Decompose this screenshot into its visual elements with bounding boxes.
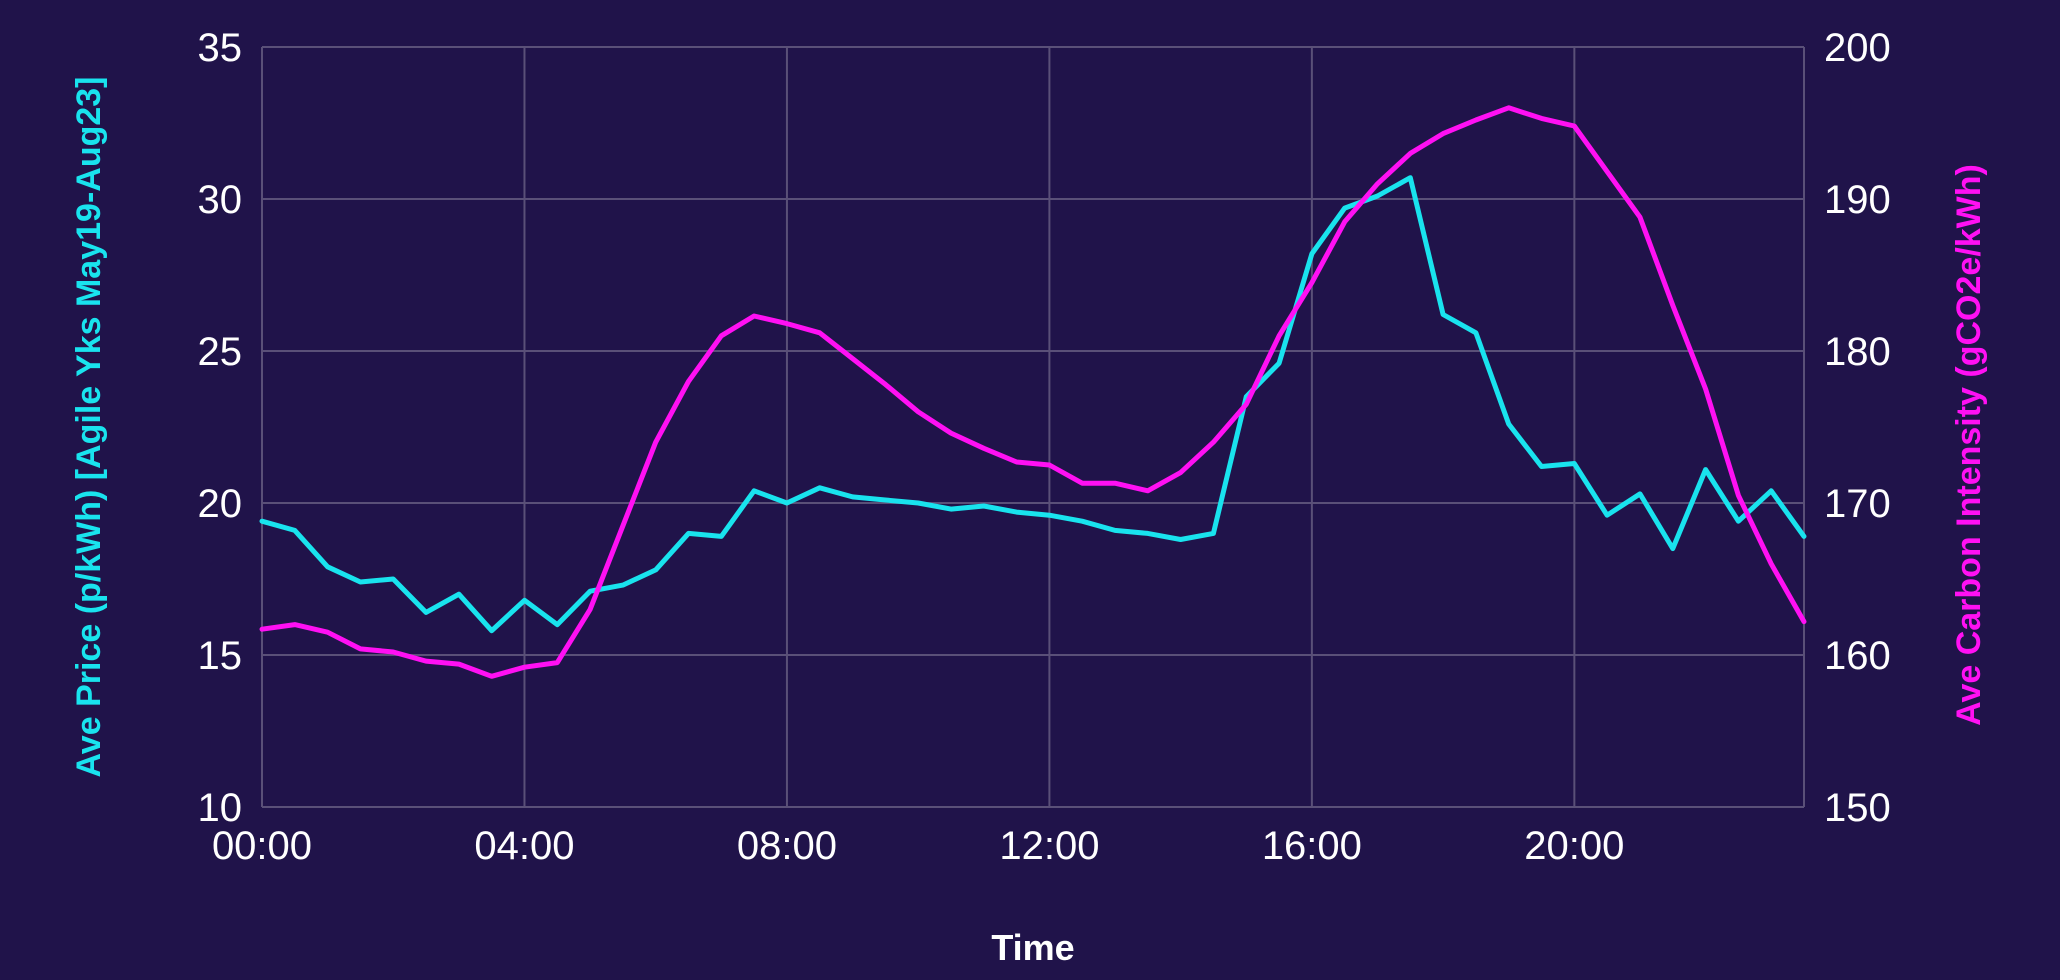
x-tick-label: 20:00 (1524, 824, 1624, 868)
plot-area (262, 47, 1804, 807)
right-tick-label: 160 (1824, 634, 1891, 678)
right-tick-label: 190 (1824, 178, 1891, 222)
left-tick-label: 20 (198, 482, 243, 526)
x-tick-label: 08:00 (737, 824, 837, 868)
left-tick-label: 30 (198, 178, 243, 222)
right-axis-title: Ave Carbon Intensity (gCO2e/kWh) (1950, 164, 1988, 726)
series-lines (259, 105, 1807, 679)
right-tick-label: 170 (1824, 482, 1891, 526)
right-tick-label: 150 (1824, 786, 1891, 830)
left-tick-label: 25 (198, 330, 243, 374)
left-tick-label: 35 (198, 26, 243, 70)
left-tick-label: 10 (198, 786, 243, 830)
right-axis-ticks: 150 160 170 180 190 200 (1824, 26, 1891, 830)
x-axis-ticks: 00:00 04:00 08:00 12:00 16:00 20:00 (212, 824, 1624, 868)
gridlines (261, 46, 1805, 808)
left-tick-label: 15 (198, 634, 243, 678)
x-tick-label: 16:00 (1262, 824, 1362, 868)
right-tick-label: 180 (1824, 330, 1891, 374)
x-tick-label: 00:00 (212, 824, 312, 868)
carbon-intensity-series-line (259, 105, 1807, 679)
x-tick-label: 12:00 (999, 824, 1099, 868)
right-tick-label: 200 (1824, 26, 1891, 70)
left-axis-ticks: 10 15 20 25 30 35 (198, 26, 243, 830)
left-axis-title: Ave Price (p/kWh) [Agile Yks May19-Aug23… (70, 77, 108, 778)
x-tick-label: 04:00 (474, 824, 574, 868)
x-axis-title: Time (991, 927, 1074, 968)
price-series-line (259, 175, 1807, 634)
